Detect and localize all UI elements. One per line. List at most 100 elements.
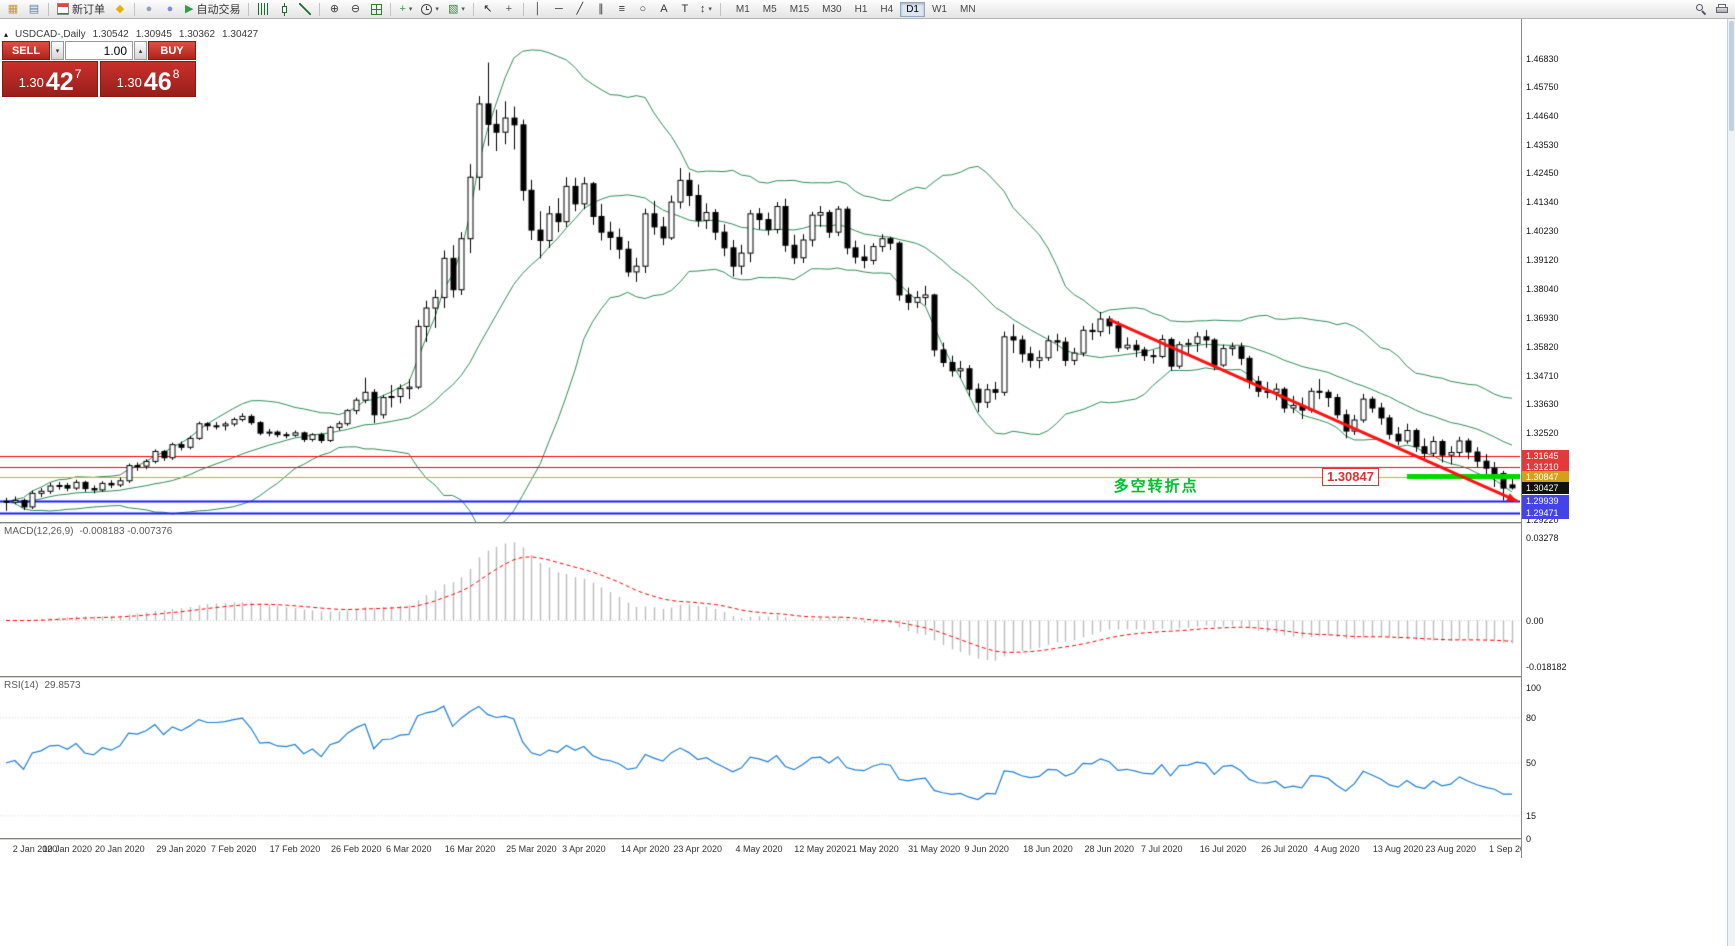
- timeframe-switcher: M1 M5 M15 M30 H1 H4 D1 W1 MN: [730, 1, 982, 17]
- search-icon[interactable]: [1691, 1, 1711, 18]
- panel-separator[interactable]: [0, 838, 1569, 840]
- horizontal-line-icon[interactable]: ─: [549, 1, 569, 18]
- toolbar-separator: [134, 2, 135, 16]
- price-axis-label: 1.40230: [1526, 226, 1559, 237]
- timeframe-w1[interactable]: W1: [926, 2, 953, 17]
- market-icon[interactable]: ●: [160, 1, 180, 18]
- date-axis-label: 4 Aug 2020: [1314, 844, 1360, 854]
- cursor-icon[interactable]: ↖: [478, 1, 498, 18]
- text-icon[interactable]: A: [654, 1, 674, 18]
- price-axis-label: 1.34710: [1526, 370, 1559, 381]
- toolbar-separator: [48, 2, 49, 16]
- macd-values: -0.008183 -0.007376: [79, 526, 173, 537]
- chart-title: USDCAD-,Daily: [15, 29, 86, 40]
- metaeditor-icon[interactable]: ◆: [110, 1, 130, 18]
- autotrading-button[interactable]: ▶ 自动交易: [181, 1, 244, 18]
- timeframe-h4[interactable]: H4: [874, 2, 899, 17]
- zoom-in-icon[interactable]: ⊕: [324, 1, 344, 18]
- price-axis[interactable]: 1.46830 1.45750 1.44640 1.43530 1.42450 1.413…: [1521, 19, 1569, 858]
- turning-point-annotation[interactable]: 多空转折点: [1113, 477, 1199, 495]
- label-icon[interactable]: T: [675, 1, 695, 18]
- macd-indicator-chart[interactable]: [0, 524, 1520, 676]
- search-icon: [1695, 3, 1707, 15]
- date-axis-label: 4 May 2020: [735, 844, 783, 854]
- templates-icon[interactable]: ▧ ▾: [444, 1, 469, 18]
- timeframe-m5[interactable]: M5: [757, 2, 783, 17]
- toolbar-separator: [472, 2, 474, 16]
- line-chart-icon[interactable]: [295, 1, 315, 18]
- dropdown-arrow-icon: ▾: [461, 6, 465, 13]
- periods-icon[interactable]: ▾: [417, 1, 443, 18]
- zoom-out-icon[interactable]: ⊖: [345, 1, 365, 18]
- buy-price-button[interactable]: 1.30 46 8: [100, 61, 196, 97]
- ohlc-low: 1.30362: [178, 29, 216, 40]
- community-icon[interactable]: ●: [139, 1, 159, 18]
- arrows-icon: ↕: [699, 2, 706, 15]
- bar-chart-icon[interactable]: [253, 1, 273, 18]
- volume-increase-button[interactable]: ▴: [134, 41, 147, 60]
- sell-price-button[interactable]: 1.30 42 7: [2, 61, 98, 97]
- chart-ohlc-info: ▴ USDCAD-,Daily 1.30542 1.30945 1.30362 …: [4, 29, 258, 40]
- timeframe-d1[interactable]: D1: [900, 1, 925, 17]
- volume-input[interactable]: 1.00: [65, 41, 133, 60]
- buy-price-fraction: 8: [172, 67, 180, 81]
- price-axis-label: 1.46830: [1526, 53, 1559, 64]
- tile-windows-icon[interactable]: [366, 1, 386, 18]
- new-order-button: [57, 3, 69, 15]
- shapes-icon: ○: [639, 2, 647, 15]
- crosshair-icon: +: [505, 2, 513, 15]
- indicators-icon[interactable]: + ▾: [395, 1, 416, 18]
- candlestick-icon: [280, 2, 289, 16]
- templates-icon: ▧: [447, 2, 459, 15]
- rsi-indicator-chart[interactable]: [0, 678, 1520, 838]
- time-axis[interactable]: 2 Jan 2020 10 Jan 2020 20 Jan 2020 29 Jan 2…: [0, 840, 1535, 858]
- arrows-icon[interactable]: ↕ ▾: [696, 1, 716, 18]
- sell-button[interactable]: SELL: [2, 41, 50, 60]
- date-axis-label: 16 Jul 2020: [1199, 844, 1247, 854]
- fibonacci-icon[interactable]: ≡: [612, 1, 632, 18]
- price-level-annotation[interactable]: 1.30847: [1321, 467, 1379, 486]
- shapes-icon[interactable]: ○: [633, 1, 653, 18]
- new-order-button[interactable]: 新订单: [53, 1, 109, 18]
- scrollbar-thumb[interactable]: [1729, 21, 1734, 131]
- timeframe-m15[interactable]: M15: [784, 2, 815, 17]
- ohlc-open: 1.30542: [92, 29, 129, 40]
- dropdown-arrow-icon: ▾: [408, 6, 413, 13]
- timeframe-mn[interactable]: MN: [954, 2, 982, 17]
- date-axis-label: 1 Sep 2020: [1488, 844, 1536, 854]
- date-axis-label: 7 Feb 2020: [210, 844, 257, 854]
- buy-button[interactable]: BUY: [148, 41, 196, 60]
- vertical-line-icon[interactable]: │: [528, 1, 548, 18]
- date-axis-label: 29 Jan 2020: [156, 844, 206, 854]
- toolbar-separator: [248, 2, 250, 16]
- market-icon: ●: [166, 2, 174, 15]
- trendline-icon[interactable]: ╱: [570, 1, 590, 18]
- new-chart-icon[interactable]: ▦: [3, 1, 23, 18]
- price-axis-label: 1.39120: [1526, 255, 1559, 266]
- toolbar-separator: [522, 2, 524, 16]
- date-axis-label: 12 May 2020: [794, 844, 847, 854]
- buy-price-base: 1.30: [116, 75, 142, 90]
- timeframe-m1[interactable]: M1: [730, 2, 756, 17]
- vertical-scrollbar[interactable]: [1727, 19, 1735, 946]
- crosshair-icon[interactable]: +: [499, 1, 519, 18]
- timeframe-h1[interactable]: H1: [849, 2, 874, 17]
- buy-price-pips: 46: [143, 67, 172, 96]
- autotrading-button: ▶: [185, 2, 194, 15]
- volume-decrease-button[interactable]: ▾: [51, 41, 64, 60]
- profiles-icon[interactable]: ▤: [24, 1, 44, 18]
- price-tag: 1.31210: [1522, 461, 1569, 474]
- date-axis-label: 20 Jan 2020: [95, 844, 145, 854]
- candlestick-icon[interactable]: [274, 1, 294, 18]
- panel-separator[interactable]: [0, 522, 1569, 524]
- print-icon[interactable]: [1712, 1, 1732, 18]
- date-axis-label: 21 May 2020: [846, 844, 899, 854]
- panel-separator[interactable]: [0, 676, 1569, 678]
- timeframe-m30[interactable]: M30: [816, 2, 847, 17]
- macd-label: MACD(12,26,9) -0.008183 -0.007376: [4, 526, 172, 537]
- date-axis-label: 10 Jan 2020: [42, 844, 93, 854]
- channel-icon[interactable]: ∥: [591, 1, 611, 18]
- collapse-trade-panel-icon[interactable]: ▴: [4, 30, 9, 39]
- rsi-axis-label: 100: [1526, 682, 1542, 693]
- main-price-chart[interactable]: [0, 19, 1520, 522]
